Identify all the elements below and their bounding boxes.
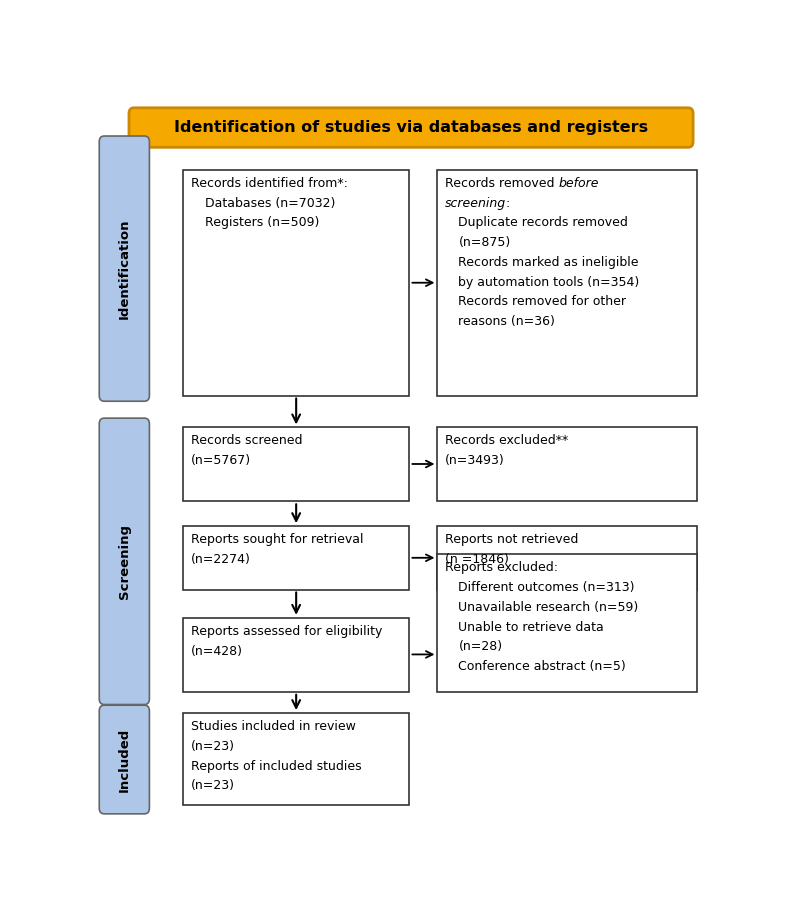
- FancyBboxPatch shape: [129, 108, 693, 147]
- Text: Records excluded**: Records excluded**: [445, 434, 568, 447]
- FancyBboxPatch shape: [184, 617, 410, 692]
- Text: Databases (n=7032): Databases (n=7032): [205, 197, 335, 210]
- Text: (n=28): (n=28): [459, 640, 503, 653]
- Text: Records removed: Records removed: [445, 177, 559, 190]
- Text: (n=23): (n=23): [191, 740, 235, 753]
- Text: Reports of included studies: Reports of included studies: [191, 759, 361, 772]
- FancyBboxPatch shape: [99, 418, 149, 704]
- Text: Records marked as ineligible: Records marked as ineligible: [459, 256, 639, 269]
- FancyBboxPatch shape: [184, 526, 410, 590]
- FancyBboxPatch shape: [437, 427, 698, 501]
- Text: Conference abstract (n=5): Conference abstract (n=5): [459, 660, 626, 673]
- Text: (n=3493): (n=3493): [445, 454, 504, 467]
- Text: Unavailable research (n=59): Unavailable research (n=59): [459, 601, 638, 614]
- Text: Reports sought for retrieval: Reports sought for retrieval: [191, 533, 364, 546]
- Text: reasons (n=36): reasons (n=36): [459, 315, 555, 328]
- Text: (n=428): (n=428): [191, 645, 243, 658]
- FancyBboxPatch shape: [99, 136, 149, 401]
- Text: (n=875): (n=875): [459, 236, 511, 249]
- Text: Registers (n=509): Registers (n=509): [205, 216, 319, 229]
- Text: Reports assessed for eligibility: Reports assessed for eligibility: [191, 625, 382, 638]
- Text: before: before: [559, 177, 598, 190]
- Text: Records screened: Records screened: [191, 434, 302, 447]
- Text: Records removed for other: Records removed for other: [459, 296, 626, 309]
- Text: Screening: Screening: [117, 524, 131, 599]
- FancyBboxPatch shape: [437, 169, 698, 396]
- Text: :: :: [506, 197, 510, 210]
- Text: Unable to retrieve data: Unable to retrieve data: [459, 620, 604, 634]
- Text: Identification of studies via databases and registers: Identification of studies via databases …: [173, 120, 648, 135]
- FancyBboxPatch shape: [99, 705, 149, 813]
- Text: (n=2274): (n=2274): [191, 553, 251, 566]
- Text: Reports not retrieved: Reports not retrieved: [445, 533, 578, 546]
- Text: Reports excluded:: Reports excluded:: [445, 562, 558, 574]
- Text: by automation tools (n=354): by automation tools (n=354): [459, 276, 640, 289]
- Text: Identification: Identification: [117, 218, 131, 319]
- FancyBboxPatch shape: [184, 713, 410, 804]
- Text: (n =1846): (n =1846): [445, 553, 509, 566]
- Text: Records identified from*:: Records identified from*:: [191, 177, 348, 190]
- Text: Different outcomes (n=313): Different outcomes (n=313): [459, 581, 635, 594]
- FancyBboxPatch shape: [184, 427, 410, 501]
- Text: (n=5767): (n=5767): [191, 454, 251, 467]
- Text: Duplicate records removed: Duplicate records removed: [459, 216, 628, 229]
- FancyBboxPatch shape: [437, 526, 698, 590]
- FancyBboxPatch shape: [437, 554, 698, 692]
- Text: (n=23): (n=23): [191, 780, 235, 792]
- Text: screening: screening: [445, 197, 506, 210]
- Text: Included: Included: [117, 727, 131, 791]
- Text: Studies included in review: Studies included in review: [191, 720, 356, 733]
- FancyBboxPatch shape: [184, 169, 410, 396]
